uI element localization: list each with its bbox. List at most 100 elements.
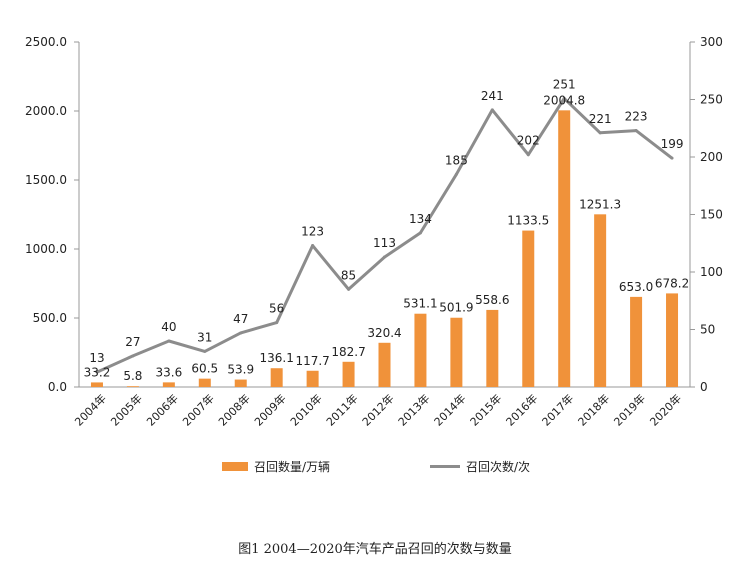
bar-value-label: 53.9 bbox=[227, 363, 254, 377]
bar bbox=[378, 342, 391, 387]
bar bbox=[270, 368, 283, 387]
line-point bbox=[670, 156, 674, 160]
x-tick-label: 2009年 bbox=[251, 391, 288, 428]
bar bbox=[594, 214, 607, 387]
line-point bbox=[634, 129, 638, 133]
line-value-label: 123 bbox=[301, 225, 324, 239]
x-tick-label: 2007年 bbox=[179, 391, 216, 428]
left-tick-label: 500.0 bbox=[33, 311, 67, 325]
legend-swatch-bar bbox=[222, 461, 248, 471]
line-series bbox=[95, 96, 674, 374]
x-tick-label: 2013年 bbox=[395, 391, 432, 428]
legend-label-bar: 召回数量/万辆 bbox=[254, 459, 331, 474]
line-value-label: 85 bbox=[341, 268, 356, 282]
x-tick-label: 2020年 bbox=[647, 391, 684, 428]
line-value-label: 202 bbox=[517, 134, 540, 148]
line-value-label: 251 bbox=[553, 77, 576, 91]
x-tick-label: 2015年 bbox=[467, 391, 504, 428]
x-tick-label: 2011年 bbox=[323, 391, 360, 428]
line-point bbox=[167, 339, 171, 343]
right-tick-label: 250 bbox=[700, 93, 723, 107]
line-point bbox=[490, 108, 494, 112]
bar-value-label: 531.1 bbox=[403, 297, 437, 311]
legend-item-line: 召回次数/次 bbox=[430, 457, 530, 475]
left-tick-label: 1000.0 bbox=[25, 242, 67, 256]
bar bbox=[342, 361, 355, 387]
bar bbox=[666, 293, 679, 387]
line-point bbox=[239, 331, 243, 335]
line-point bbox=[203, 349, 207, 353]
left-tick-label: 2500.0 bbox=[25, 35, 67, 49]
right-tick-label: 50 bbox=[700, 323, 715, 337]
right-tick-label: 200 bbox=[700, 150, 723, 164]
bar bbox=[558, 110, 571, 388]
bar-value-label: 320.4 bbox=[367, 326, 401, 340]
line-value-label: 27 bbox=[125, 335, 140, 349]
bar-value-label: 33.6 bbox=[155, 365, 182, 379]
x-tick-label: 2005年 bbox=[108, 391, 145, 428]
bar-value-label: 117.7 bbox=[295, 354, 329, 368]
x-tick-label: 2014年 bbox=[431, 391, 468, 428]
x-tick-label: 2006年 bbox=[143, 391, 180, 428]
right-tick-label: 0 bbox=[700, 380, 708, 394]
legend-swatch-line bbox=[430, 464, 460, 468]
bar bbox=[162, 382, 175, 387]
left-tick-label: 0.0 bbox=[48, 380, 67, 394]
bar bbox=[306, 370, 319, 387]
x-tick-label: 2018年 bbox=[575, 391, 612, 428]
bar bbox=[630, 296, 643, 387]
right-tick-label: 300 bbox=[700, 35, 723, 49]
line-value-label: 47 bbox=[233, 312, 248, 326]
bar-value-label: 558.6 bbox=[475, 293, 509, 307]
left-tick-label: 2000.0 bbox=[25, 104, 67, 118]
bar bbox=[234, 379, 247, 387]
x-tick-label: 2008年 bbox=[215, 391, 252, 428]
left-tick-label: 1500.0 bbox=[25, 173, 67, 187]
bar-value-label: 182.7 bbox=[331, 345, 365, 359]
bar bbox=[90, 382, 103, 387]
bar-value-label: 5.8 bbox=[123, 369, 142, 383]
x-tick-label: 2019年 bbox=[611, 391, 648, 428]
line-point bbox=[275, 321, 279, 325]
bar bbox=[486, 309, 499, 387]
line-point bbox=[95, 370, 99, 374]
bar bbox=[450, 317, 463, 387]
line-point bbox=[131, 354, 135, 358]
x-tick-label: 2012年 bbox=[359, 391, 396, 428]
bar-value-label: 501.9 bbox=[439, 301, 473, 315]
line-value-label: 113 bbox=[373, 236, 396, 250]
right-tick-label: 150 bbox=[700, 208, 723, 222]
right-tick-label: 100 bbox=[700, 265, 723, 279]
line-value-label: 241 bbox=[481, 89, 504, 103]
legend-item-bar: 召回数量/万辆 bbox=[222, 457, 330, 475]
line-value-label: 134 bbox=[409, 212, 432, 226]
bar-value-label: 60.5 bbox=[191, 362, 218, 376]
line-value-label: 56 bbox=[269, 302, 284, 316]
line-point bbox=[311, 244, 315, 248]
x-tick-label: 2004年 bbox=[72, 391, 109, 428]
line-point bbox=[383, 255, 386, 259]
x-tick-label: 2017年 bbox=[539, 391, 576, 428]
legend-label-line: 召回次数/次 bbox=[466, 459, 531, 474]
x-tick-label: 2016年 bbox=[503, 391, 540, 428]
line-point bbox=[598, 131, 602, 135]
bar-value-label: 33.2 bbox=[84, 365, 111, 379]
bar bbox=[414, 313, 427, 387]
line-point bbox=[562, 96, 566, 100]
line-value-label: 223 bbox=[625, 110, 648, 124]
line-point bbox=[418, 231, 422, 235]
bar-value-label: 1133.5 bbox=[507, 214, 549, 228]
bar bbox=[126, 386, 139, 387]
bar-value-label: 136.1 bbox=[259, 351, 293, 365]
line-value-label: 199 bbox=[661, 137, 684, 151]
bar-value-label: 2004.8 bbox=[543, 93, 585, 107]
bar-value-label: 678.2 bbox=[655, 276, 689, 290]
line-point bbox=[454, 172, 458, 176]
bar-value-label: 1251.3 bbox=[579, 197, 621, 211]
bar-series bbox=[90, 110, 679, 388]
line-value-label: 221 bbox=[589, 112, 612, 126]
line-value-label: 31 bbox=[197, 330, 212, 344]
line-value-label: 13 bbox=[89, 351, 104, 365]
